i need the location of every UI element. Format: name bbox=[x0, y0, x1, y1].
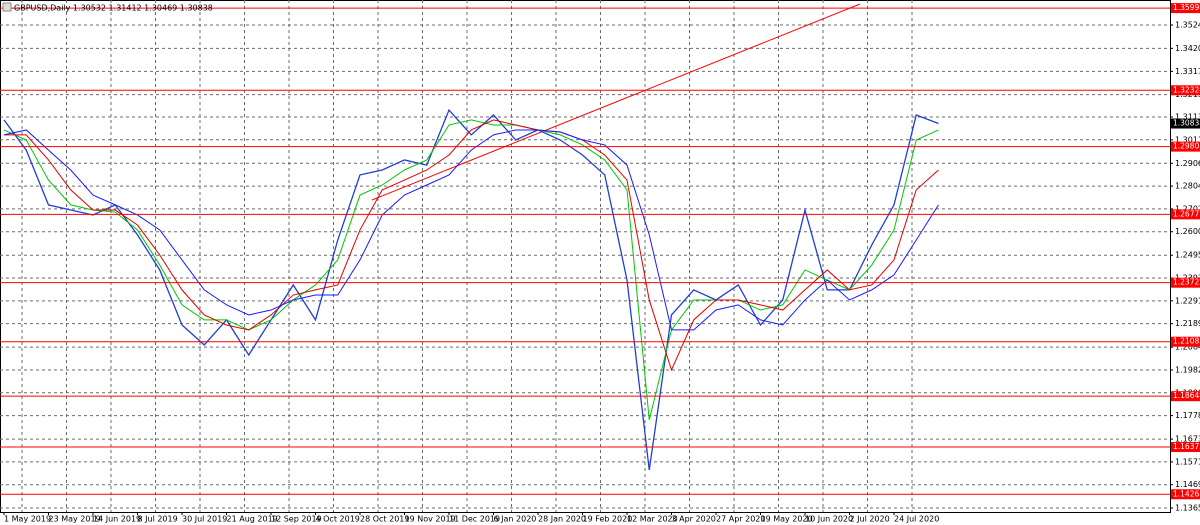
level-label: 1.23722 bbox=[1173, 278, 1200, 287]
x-tick-label: 28 Oct 2019 bbox=[360, 515, 409, 524]
x-tick-label: 24 Jul 2020 bbox=[894, 515, 939, 524]
level-box bbox=[1171, 336, 1200, 347]
y-tick-label: 1.34200 bbox=[1175, 44, 1200, 53]
y-tick-label: 1.17780 bbox=[1175, 411, 1200, 420]
price-line bbox=[3, 129, 939, 331]
level-box bbox=[1171, 391, 1200, 402]
price-line bbox=[3, 119, 939, 420]
y-tick-label: 1.16730 bbox=[1175, 435, 1200, 444]
price-line bbox=[4, 119, 939, 372]
x-tick-label: 19 May 2020 bbox=[761, 515, 813, 524]
x-tick-label: 19 Nov 2019 bbox=[405, 515, 456, 524]
y-tick-label: 1.28040 bbox=[1175, 182, 1200, 191]
y-tick-label: 1.26000 bbox=[1175, 227, 1200, 236]
level-box bbox=[1171, 85, 1200, 96]
x-tick-label: 11 Dec 2019 bbox=[449, 515, 500, 524]
x-tick-label: 8 Jul 2019 bbox=[138, 515, 178, 524]
y-tick-label: 1.33170 bbox=[1175, 67, 1200, 76]
x-tick-label: 19 Feb 2020 bbox=[583, 515, 633, 524]
y-tick-label: 1.14690 bbox=[1175, 480, 1200, 489]
x-tick-label: 21 Aug 2019 bbox=[227, 515, 278, 524]
axis: 1.352401.342001.331701.321301.311301.301… bbox=[3, 3, 1200, 524]
level-label: 1.29805 bbox=[1173, 142, 1200, 151]
y-tick-label: 1.13650 bbox=[1175, 503, 1200, 512]
x-tick-label: 2 Jul 2020 bbox=[850, 515, 890, 524]
x-tick-label: 3 Apr 2020 bbox=[672, 515, 716, 524]
level-box bbox=[1171, 141, 1200, 152]
x-tick-label: 12 Sep 2019 bbox=[271, 515, 322, 524]
level-label: 1.35998 bbox=[1173, 3, 1200, 12]
y-tick-label: 1.22910 bbox=[1175, 296, 1200, 305]
x-tick-label: 23 May 2019 bbox=[49, 515, 101, 524]
price-line bbox=[3, 108, 939, 471]
y-tick-label: 1.30110 bbox=[1175, 135, 1200, 144]
x-tick-label: 1 May 2019 bbox=[4, 515, 51, 524]
level-box bbox=[1171, 277, 1200, 288]
level-label: 1.26777 bbox=[1173, 209, 1200, 218]
x-tick-label: 6 Jan 2020 bbox=[494, 515, 537, 524]
y-tick-label: 1.31130 bbox=[1175, 112, 1200, 121]
level-label: 1.21083 bbox=[1173, 337, 1200, 346]
x-tick-label: 27 Apr 2020 bbox=[716, 515, 765, 524]
level-label: 1.32324 bbox=[1173, 85, 1200, 94]
x-tick-label: 12 Mar 2020 bbox=[627, 515, 678, 524]
level-box bbox=[1171, 489, 1200, 500]
level-label: 1.18648 bbox=[1173, 391, 1200, 400]
y-tick-label: 1.24950 bbox=[1175, 251, 1200, 260]
y-tick-label: 1.35240 bbox=[1175, 21, 1200, 30]
symbol-icon bbox=[2, 2, 12, 12]
y-tick-label: 1.20840 bbox=[1175, 343, 1200, 352]
plot bbox=[0, 7, 1170, 495]
price-label: 1.30838 bbox=[1173, 119, 1200, 128]
x-tick-label: 10 Jun 2020 bbox=[805, 515, 853, 524]
x-tick-label: 30 Jul 2019 bbox=[182, 515, 227, 524]
trend-line bbox=[371, 3, 861, 201]
level-label: 1.14263 bbox=[1173, 489, 1200, 498]
chart-title: GBPUSD,Daily 1.30532 1.31412 1.30469 1.3… bbox=[14, 4, 213, 13]
y-tick-label: 1.29060 bbox=[1175, 159, 1200, 168]
level-box bbox=[1171, 209, 1200, 220]
price-box bbox=[1171, 118, 1200, 129]
x-tick-label: 4 Oct 2019 bbox=[316, 515, 360, 524]
y-tick-label: 1.19820 bbox=[1175, 365, 1200, 374]
plot-frame bbox=[0, 0, 1171, 513]
y-tick-label: 1.15710 bbox=[1175, 457, 1200, 466]
level-box bbox=[1171, 442, 1200, 453]
x-tick-label: 14 Jun 2019 bbox=[93, 515, 141, 524]
y-tick-label: 1.27020 bbox=[1175, 204, 1200, 213]
level-box bbox=[1171, 3, 1200, 14]
x-tick-label: 28 Jan 2020 bbox=[538, 515, 586, 524]
level-label: 1.16375 bbox=[1173, 442, 1200, 451]
y-tick-label: 1.21890 bbox=[1175, 319, 1200, 328]
